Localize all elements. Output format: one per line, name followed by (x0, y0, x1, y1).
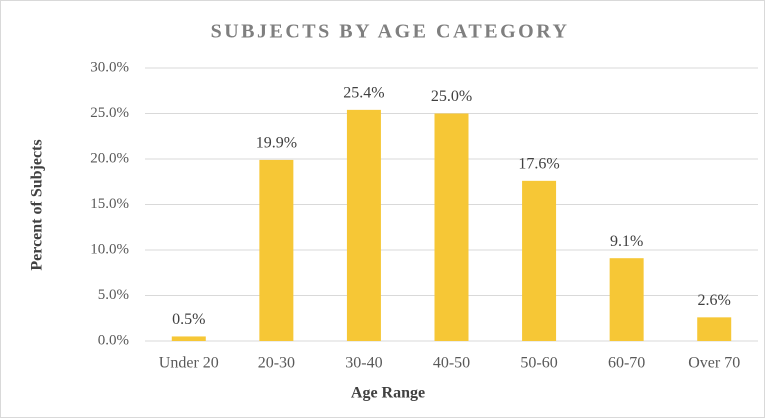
data-label: 9.1% (610, 233, 643, 250)
data-label: 2.6% (698, 292, 731, 309)
x-axis-title: Age Range (351, 385, 425, 402)
bar (171, 336, 206, 341)
bar (697, 317, 732, 341)
bar (434, 113, 469, 341)
y-tick-label: 5.0% (98, 287, 129, 303)
bar (609, 258, 644, 341)
y-tick-label: 15.0% (90, 196, 129, 212)
y-tick-label: 25.0% (90, 105, 129, 121)
x-tick-label: 60-70 (608, 355, 645, 372)
x-tick-label: 20-30 (258, 355, 295, 372)
y-axis-title: Percent of Subjects (29, 139, 46, 270)
chart-title: SUBJECTS BY AGE CATEGORY (211, 21, 570, 43)
bar (259, 159, 294, 341)
data-label: 0.5% (172, 311, 205, 328)
data-label: 25.4% (343, 85, 384, 102)
data-label: 19.9% (256, 135, 297, 152)
bar (346, 109, 381, 341)
bar (522, 180, 557, 341)
data-label: 25.0% (431, 88, 472, 105)
x-tick-label: 50-60 (520, 355, 557, 372)
data-label: 17.6% (518, 156, 559, 173)
y-tick-label: 10.0% (90, 241, 129, 257)
y-tick-label: 0.0% (98, 332, 129, 348)
y-tick-label: 20.0% (90, 150, 129, 166)
x-tick-label: Over 70 (688, 355, 740, 372)
y-tick-label: 30.0% (90, 59, 129, 75)
x-tick-label: Under 20 (159, 355, 219, 372)
x-tick-label: 30-40 (345, 355, 382, 372)
x-tick-label: 40-50 (433, 355, 470, 372)
